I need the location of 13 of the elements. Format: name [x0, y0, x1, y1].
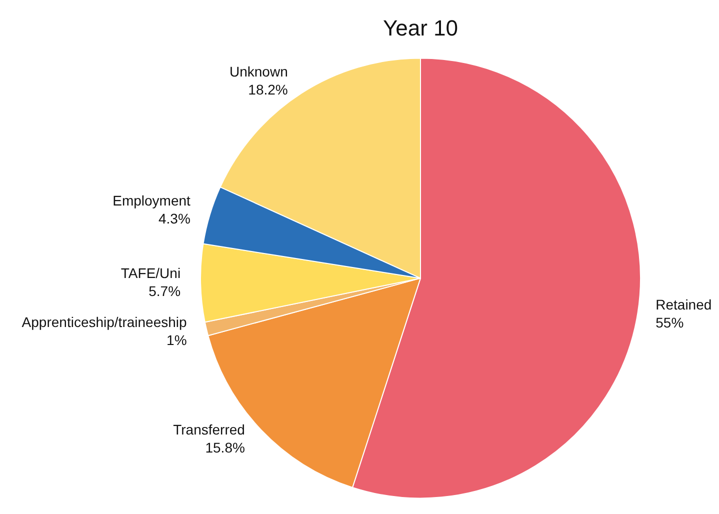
slice-label: TAFE/Uni: [120, 265, 181, 282]
data-label: 55%: [656, 314, 684, 331]
data-label: 4.3%: [158, 210, 190, 227]
data-label: 15.8%: [205, 439, 245, 456]
slice-label: Unknown: [230, 63, 288, 80]
data-label: 5.7%: [148, 283, 181, 300]
chart-title: Year 10: [382, 15, 458, 40]
slice-label: Transferred: [173, 421, 245, 438]
data-label: 1%: [166, 332, 187, 348]
slice-label: Apprenticeship/traineeship: [22, 314, 187, 330]
slice-label: Retained: [656, 296, 712, 313]
data-label: 18.2%: [248, 81, 288, 98]
slice-label: Employment: [112, 192, 191, 209]
